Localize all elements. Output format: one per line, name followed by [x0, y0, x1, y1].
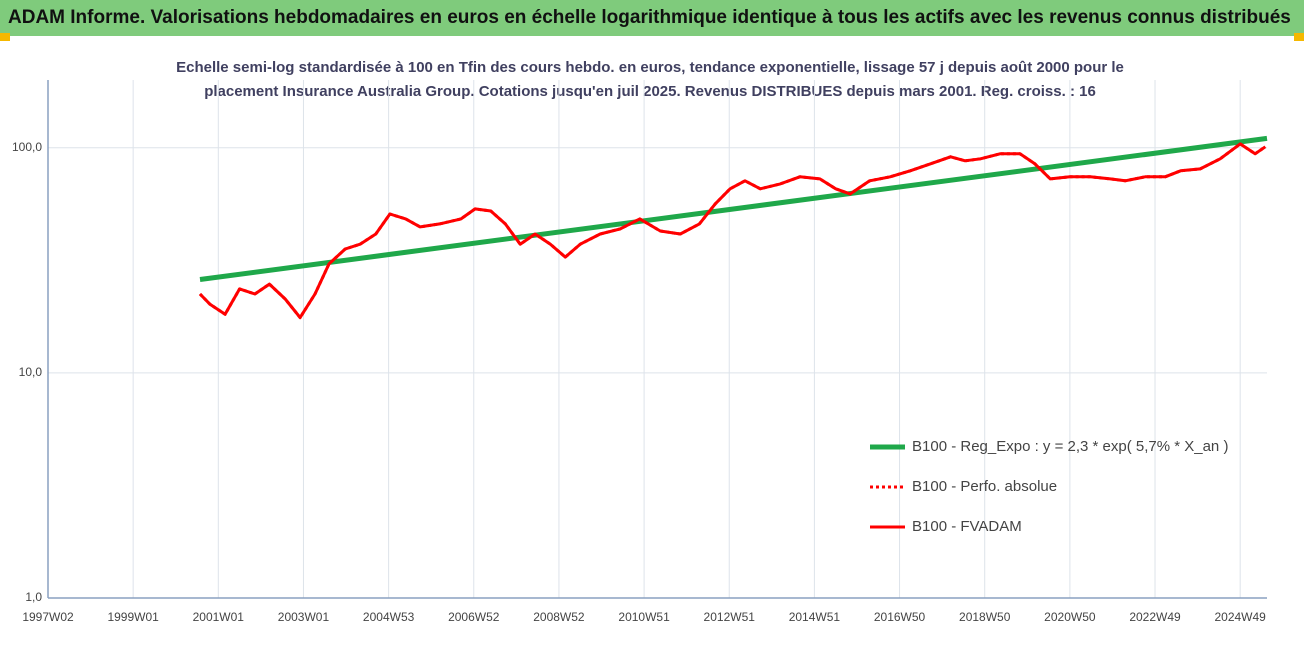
- x-tick-label: 2016W50: [874, 610, 926, 624]
- y-tick-label: 10,0: [19, 365, 43, 379]
- x-tick-label: 2004W53: [363, 610, 415, 624]
- x-tick-label: 2020W50: [1044, 610, 1096, 624]
- chart-title: ADAM Informe. Valorisations hebdomadaire…: [8, 7, 1291, 28]
- corner: [0, 33, 10, 41]
- x-tick-label: 2014W51: [789, 610, 841, 624]
- x-tick-label: 2024W49: [1214, 610, 1266, 624]
- subtitle: Echelle semi-log standardisée à 100 en T…: [176, 59, 1124, 76]
- x-tick-label: 2008W52: [533, 610, 585, 624]
- title-bar: [0, 0, 1304, 36]
- x-tick-label: 2001W01: [193, 610, 245, 624]
- series-line: [198, 142, 1267, 320]
- x-tick-label: 1997W02: [22, 610, 74, 624]
- subtitle: placement Insurance Australia Group. Cot…: [204, 83, 1096, 100]
- x-tick-label: 2010W51: [618, 610, 670, 624]
- x-tick-label: 2012W51: [704, 610, 756, 624]
- series-line: [199, 135, 1268, 282]
- legend-label: B100 - Reg_Expo : y = 2,3 * exp( 5,7% * …: [912, 438, 1228, 455]
- corner: [1294, 33, 1304, 41]
- x-tick-label: 2022W49: [1129, 610, 1181, 624]
- x-tick-label: 2006W52: [448, 610, 500, 624]
- legend-label: B100 - FVADAM: [912, 518, 1022, 535]
- y-tick-label: 100,0: [12, 140, 42, 154]
- y-tick-label: 1,0: [25, 590, 42, 604]
- legend-label: B100 - Perfo. absolue: [912, 478, 1057, 495]
- x-tick-label: 2003W01: [278, 610, 330, 624]
- x-tick-label: 1999W01: [107, 610, 159, 624]
- x-tick-label: 2018W50: [959, 610, 1011, 624]
